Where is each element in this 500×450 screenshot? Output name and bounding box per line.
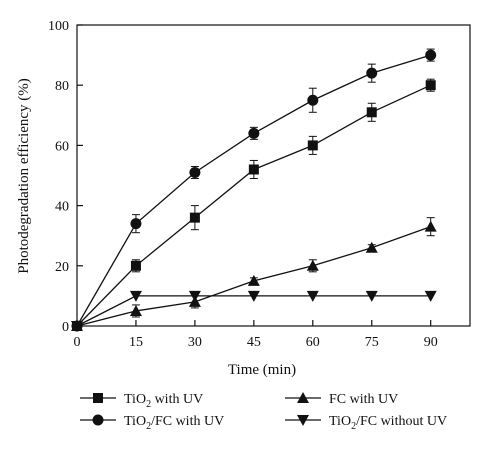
x-tick-label: 30: [188, 335, 202, 350]
data-point: [248, 127, 260, 139]
legend-label: FC with UV: [329, 392, 398, 407]
legend-marker: [92, 414, 104, 426]
y-tick-label: 40: [55, 200, 69, 215]
data-point: [425, 80, 436, 91]
data-point: [366, 107, 377, 118]
legend-label: TiO2/FC with UV: [124, 414, 224, 432]
data-point: [424, 290, 437, 302]
plot-frame: [76, 24, 471, 327]
legend: TiO2 with UV FC with UV TiO2/FC with UV TiO…: [80, 392, 447, 432]
legend-item-0: TiO2 with UV: [80, 392, 203, 410]
y-tick-label: 20: [55, 260, 69, 275]
x-tick-label: 75: [365, 335, 379, 350]
y-tick-label: 60: [55, 139, 69, 154]
x-tick-label: 60: [306, 335, 320, 350]
legend-item-3: TiO2/FC without UV: [285, 414, 447, 432]
series-layer: [71, 48, 437, 332]
data-point: [188, 290, 201, 302]
data-point: [247, 274, 260, 286]
y-tick-label: 0: [62, 320, 69, 335]
data-point: [425, 49, 437, 61]
x-tick-label: 0: [74, 335, 81, 350]
legend-label: TiO2 with UV: [124, 392, 203, 410]
data-point: [129, 290, 142, 302]
y-tick-label: 80: [55, 79, 69, 94]
series-2: [71, 217, 437, 331]
data-point: [189, 166, 201, 178]
series-0: [72, 78, 436, 331]
x-axis-title: Time (min): [228, 362, 296, 378]
data-point: [130, 218, 142, 230]
data-point: [247, 290, 260, 302]
data-point: [424, 220, 437, 232]
data-point: [365, 290, 378, 302]
legend-marker: [93, 393, 103, 403]
legend-marker: [297, 392, 309, 403]
data-point: [365, 241, 378, 253]
data-point: [366, 67, 378, 79]
legend-item-2: TiO2/FC with UV: [80, 414, 224, 432]
x-tick-label: 90: [424, 335, 438, 350]
data-point: [189, 212, 200, 223]
x-tick-label: 45: [247, 335, 261, 350]
y-axis-title: Photodegradation efficiency (%): [16, 78, 32, 273]
data-point: [307, 140, 318, 151]
data-point: [130, 260, 141, 271]
data-point: [71, 321, 83, 332]
series-line: [76, 84, 431, 327]
data-point: [307, 94, 319, 106]
series-1: [71, 48, 437, 332]
data-point: [248, 164, 259, 175]
legend-item-1: FC with UV: [285, 392, 398, 407]
x-tick-label: 15: [129, 335, 143, 350]
data-point: [306, 259, 319, 271]
y-tick-label: 100: [48, 19, 69, 34]
legend-label: TiO2/FC without UV: [329, 414, 447, 432]
legend-marker: [297, 415, 309, 426]
data-point: [306, 290, 319, 302]
axes: 0 15 30 45 60 75 90 0 20 40 60 80 100: [48, 19, 471, 350]
data-point: [129, 304, 142, 316]
series-3: [71, 290, 437, 332]
